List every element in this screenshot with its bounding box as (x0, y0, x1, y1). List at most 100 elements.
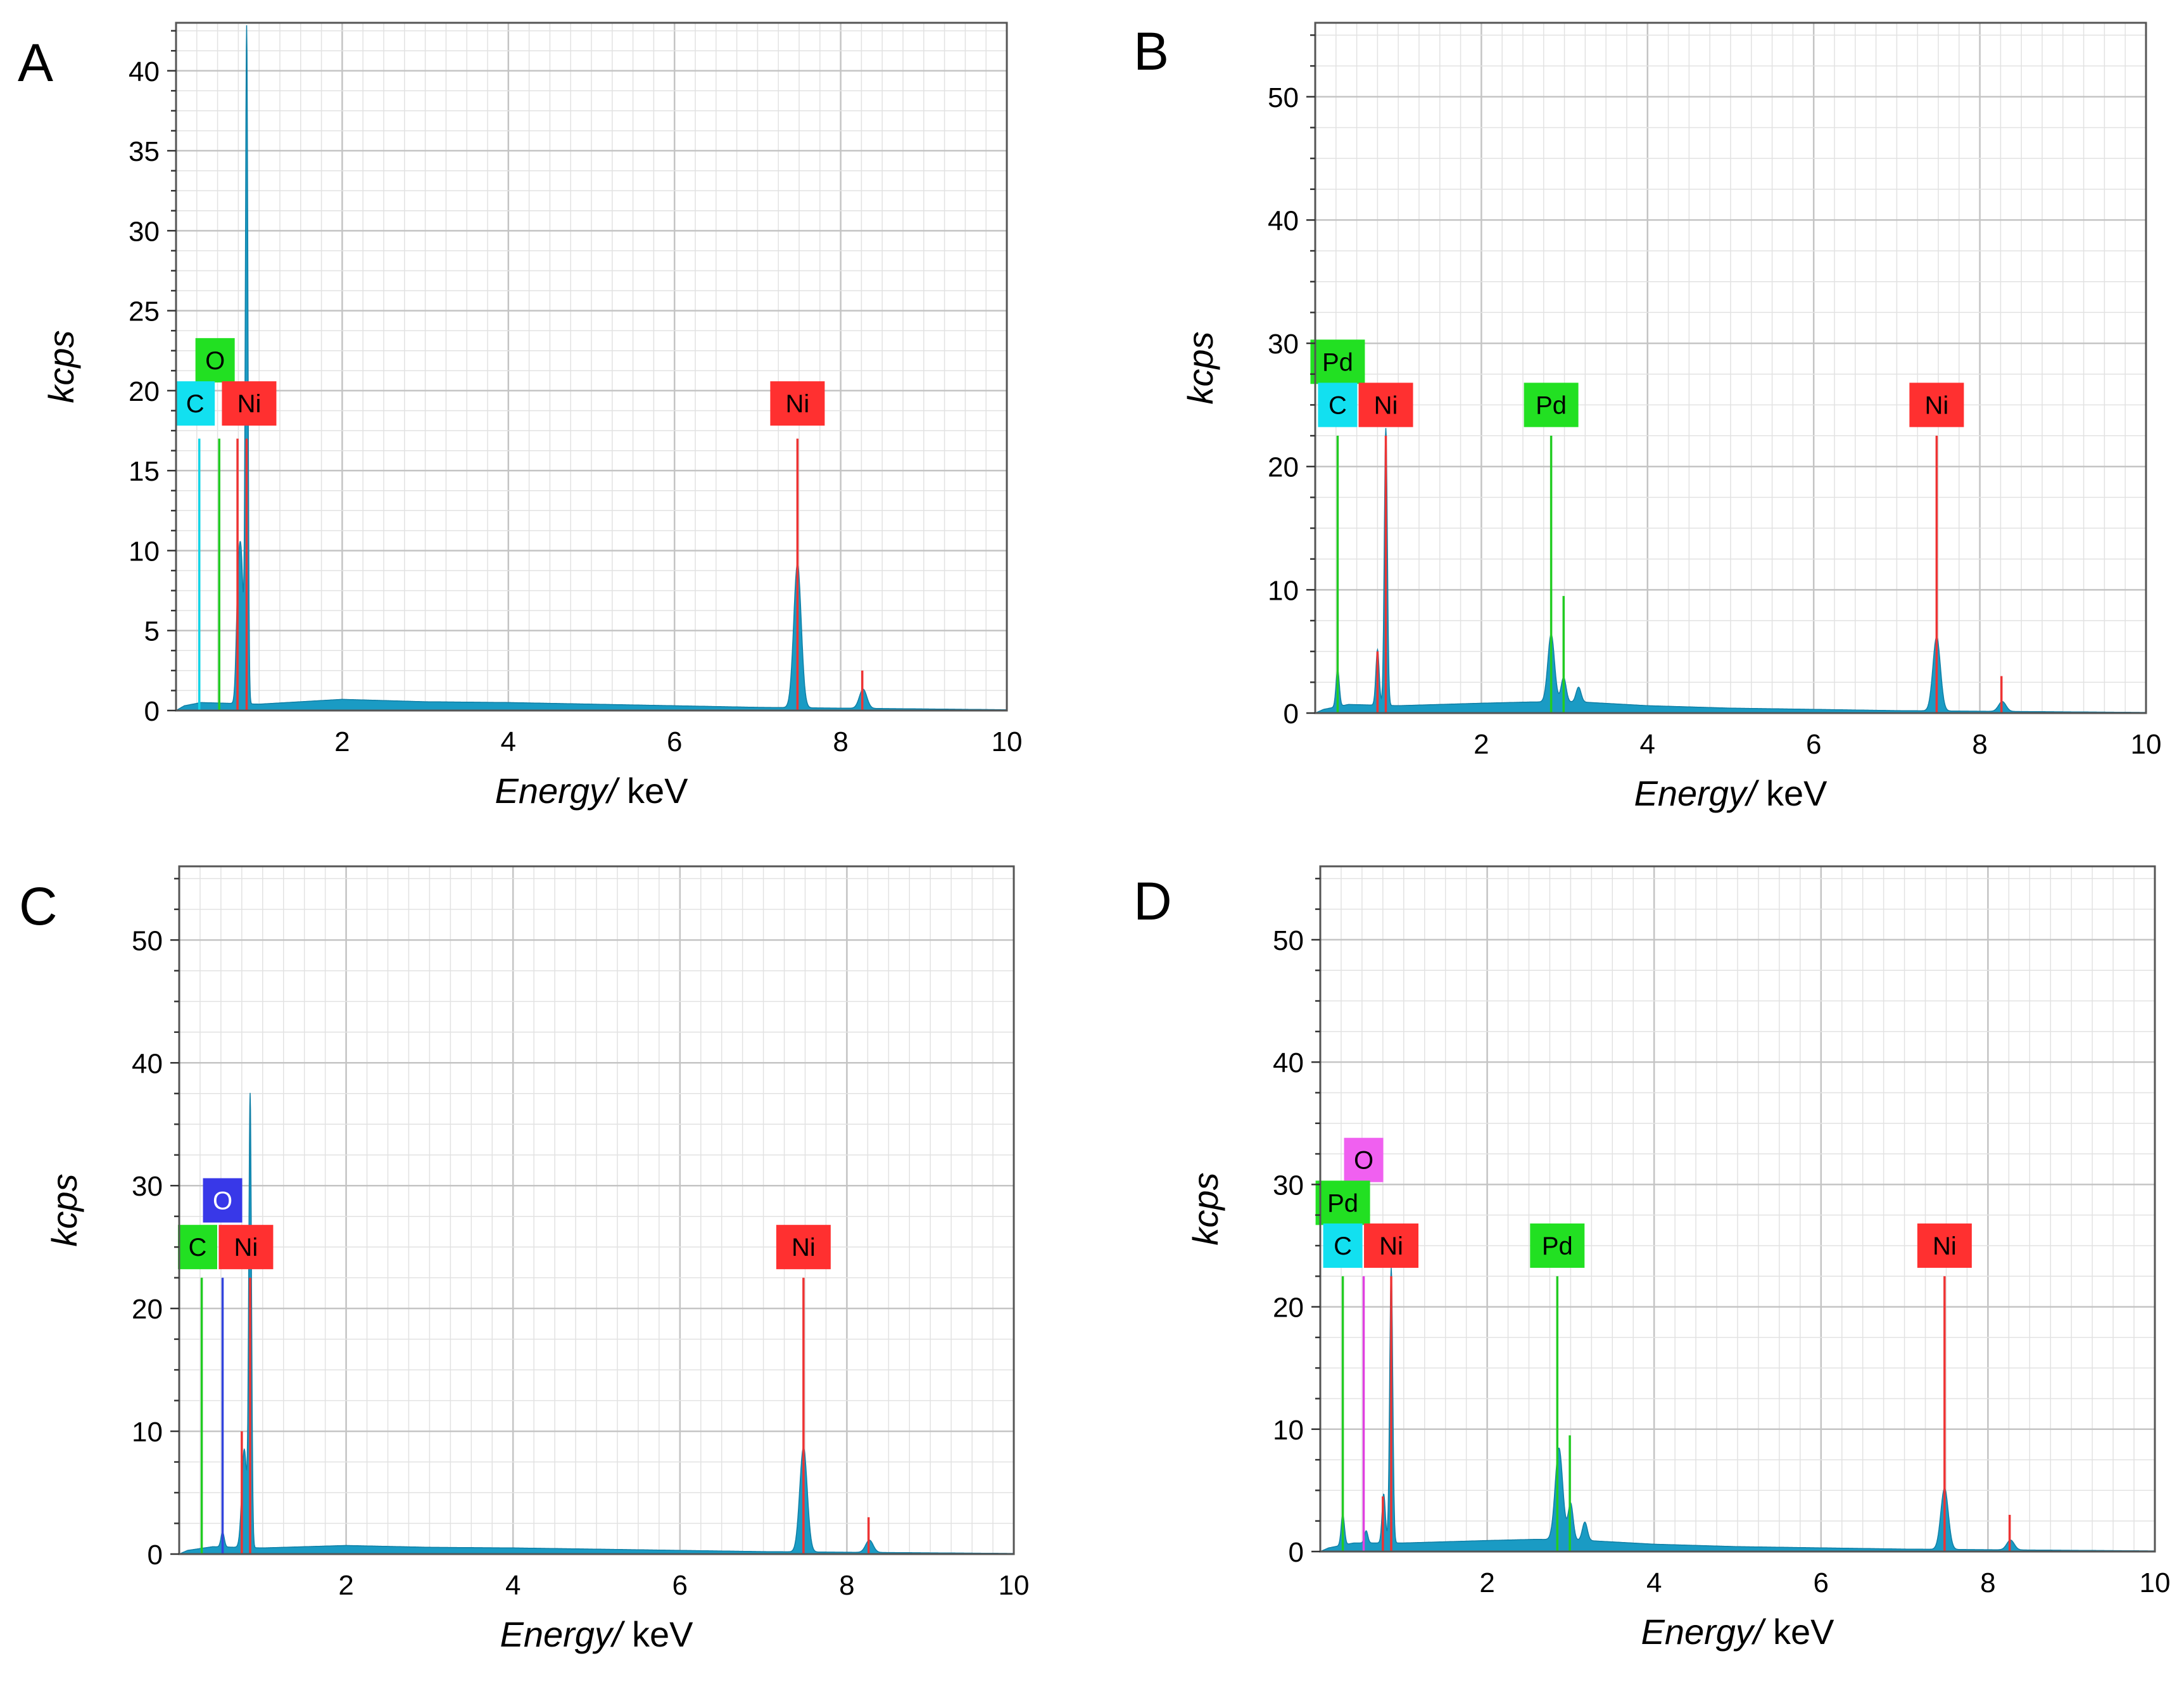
x-axis-title: Energy/ keV (500, 1614, 693, 1654)
y-tick-label: 20 (129, 376, 160, 407)
y-tick-label: 0 (1289, 1537, 1304, 1568)
element-tag-ni: Ni (1358, 383, 1413, 427)
chart-panel-a: A OC Ni Ni 0 5 10 15 20 25 30 35 40 2 4 6 8 10 Energy/ keV… (18, 22, 1022, 811)
y-tick-label: 5 (144, 616, 160, 647)
x-axis-title-unit: keV (1756, 773, 1827, 813)
element-tag-ni: Ni (222, 381, 277, 426)
x-axis-title-quantity: Energy/ (1634, 773, 1759, 813)
y-tick-label: 10 (132, 1417, 163, 1448)
x-tick-label: 8 (1980, 1567, 1995, 1598)
x-axis-title: Energy/ keV (1641, 1612, 1834, 1652)
element-tag-label: Pd (1322, 348, 1353, 376)
panel-label: B (1133, 22, 1169, 81)
x-tick-label: 6 (1806, 729, 1821, 760)
element-tag-label: Ni (785, 390, 809, 418)
x-axis-title: Energy/ keV (1634, 773, 1827, 813)
x-tick-label: 8 (833, 726, 848, 757)
y-tick-label: 50 (132, 925, 163, 956)
y-axis-title: kcps (44, 1173, 84, 1246)
element-tag-box (1524, 383, 1579, 427)
x-axis-title-unit: keV (617, 771, 688, 811)
x-axis-title-unit: keV (1763, 1612, 1834, 1652)
element-tag-box (218, 1225, 274, 1270)
element-tag-pd: Pd (1315, 1180, 1370, 1225)
element-tag-label: Ni (1379, 1232, 1403, 1260)
y-tick-label: 25 (129, 296, 160, 327)
gridlines (1315, 23, 2146, 713)
element-tag-box (1530, 1223, 1585, 1268)
x-tick-label: 4 (501, 726, 516, 757)
element-tag-box (776, 1225, 831, 1270)
y-tick-label: 10 (129, 536, 160, 567)
gridlines (179, 866, 1014, 1554)
x-tick-label: 6 (667, 726, 682, 757)
x-axis-title-quantity: Energy/ (495, 771, 620, 811)
element-tag-box (222, 381, 277, 426)
element-tag-label: Ni (1933, 1232, 1957, 1260)
x-axis-title: Energy/ keV (495, 771, 688, 811)
plot-frame (1319, 865, 2156, 1553)
element-tag-ni: Ni (1909, 383, 1964, 427)
x-tick-label: 6 (672, 1570, 688, 1601)
y-tick-label: 30 (132, 1171, 163, 1202)
plot-frame (175, 22, 1008, 712)
panel-label: D (1133, 871, 1172, 931)
spectrum-area (179, 1092, 1014, 1555)
chart-panel-b: B Pd C Ni Pd Ni 0 10 20 30 40 50 2 4 6 8 10 Energy/ keV kc… (1133, 22, 2161, 813)
spectrum-area (1320, 1267, 2156, 1552)
y-tick-label: 0 (148, 1540, 163, 1571)
element-tag-label: Ni (792, 1234, 816, 1262)
x-tick-label: 2 (334, 726, 350, 757)
y-tick-label: 50 (1268, 82, 1299, 113)
element-tag-label: C (186, 390, 205, 418)
element-tag-label: Ni (237, 390, 262, 418)
element-tag-box (195, 338, 235, 383)
element-tag-box (1917, 1223, 1972, 1268)
element-tag-c: C (1318, 383, 1358, 427)
y-tick-label: 35 (129, 136, 160, 167)
element-tag-box (203, 1178, 243, 1223)
y-tick-label: 20 (1268, 452, 1299, 483)
panel-label: A (18, 33, 53, 92)
element-tag-box (1358, 383, 1413, 427)
element-tag-ni: Ni (776, 1225, 831, 1270)
panel-label: C (19, 876, 58, 936)
y-tick-label: 40 (1273, 1047, 1304, 1078)
gridlines (1320, 866, 2155, 1552)
element-tag-label: C (1329, 391, 1347, 419)
element-tag-label: Pd (1327, 1189, 1358, 1217)
element-tag-box (1310, 339, 1365, 384)
x-axis-title-quantity: Energy/ (500, 1614, 625, 1654)
element-tag-box (175, 381, 215, 426)
y-axis-title: kcps (1180, 331, 1220, 404)
y-tick-label: 0 (1284, 699, 1299, 730)
y-tick-label: 50 (1273, 925, 1304, 956)
x-tick-label: 6 (1814, 1567, 1829, 1598)
y-axis-title: kcps (1185, 1172, 1225, 1245)
y-tick-label: 30 (1268, 329, 1299, 360)
x-tick-label: 8 (839, 1570, 854, 1601)
element-tag-label: C (189, 1234, 207, 1262)
y-tick-label: 20 (132, 1294, 163, 1325)
x-tick-label: 2 (1479, 1567, 1494, 1598)
y-tick-label: 20 (1273, 1293, 1304, 1324)
element-tag-label: Ni (1924, 391, 1948, 419)
element-tag-box (1323, 1223, 1363, 1268)
x-axis-title-unit: keV (622, 1614, 693, 1654)
element-tag-ni: Ni (218, 1225, 274, 1270)
spectrum-area (174, 25, 1007, 711)
y-tick-label: 10 (1268, 575, 1299, 606)
x-tick-label: 4 (505, 1570, 521, 1601)
element-tag-o: O (1344, 1137, 1384, 1182)
element-tag-label: C (1334, 1232, 1352, 1260)
element-tag-box (770, 381, 825, 426)
element-tag-label: Pd (1542, 1232, 1573, 1260)
element-tag-box (1909, 383, 1964, 427)
element-tag-box (1364, 1223, 1419, 1268)
y-tick-label: 40 (129, 56, 160, 87)
x-tick-label: 4 (1646, 1567, 1662, 1598)
element-tag-label: Ni (1374, 391, 1398, 419)
x-tick-label: 10 (999, 1570, 1030, 1601)
